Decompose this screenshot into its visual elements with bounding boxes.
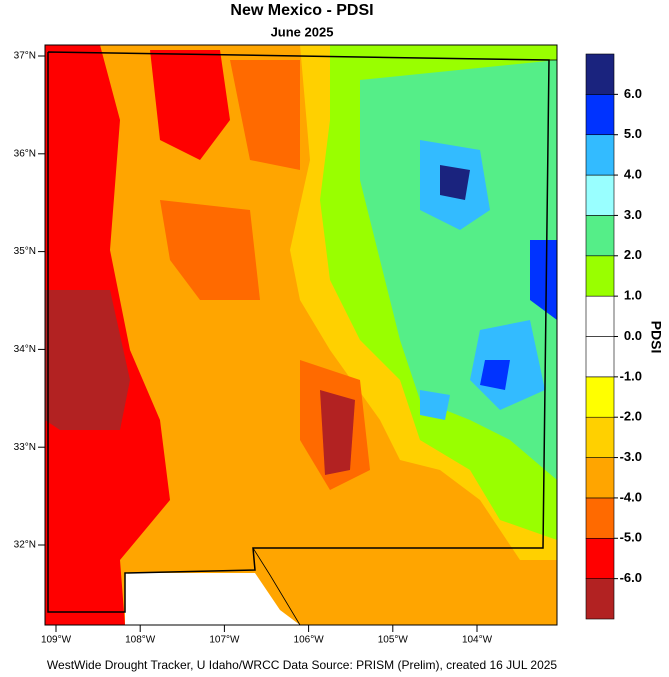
colorbar-label: -2.0 (620, 409, 642, 424)
map-region (530, 240, 557, 320)
colorbar-label: 0.0 (624, 328, 642, 343)
lon-label: 108°W (125, 635, 156, 646)
lat-label: 35°N (14, 246, 36, 257)
map-region (150, 50, 230, 160)
subtitle: June 2025 (271, 24, 334, 39)
map-region (440, 165, 470, 200)
map-region (420, 390, 450, 420)
footer: WestWide Drought Tracker, U Idaho/WRCC D… (47, 658, 558, 672)
colorbar-title: PDSI (648, 321, 664, 354)
lat-label: 32°N (14, 540, 36, 551)
map-region (160, 200, 260, 300)
colorbar-box (585, 537, 615, 579)
colorbar-box (585, 94, 615, 136)
colorbar-box (585, 416, 615, 458)
colorbar-label: -5.0 (620, 530, 642, 545)
lon-label: 106°W (294, 635, 325, 646)
colorbar-box (585, 497, 615, 539)
colorbar-label: 1.0 (624, 288, 642, 303)
lon-label: 107°W (209, 635, 240, 646)
lon-label: 104°W (462, 635, 493, 646)
map-region (480, 360, 510, 390)
colorbar-box (585, 376, 615, 418)
colorbar-box (585, 295, 615, 337)
title: New Mexico - PDSI (230, 2, 373, 19)
colorbar-box (585, 578, 615, 620)
colorbar-box (585, 215, 615, 257)
map-region (320, 390, 355, 475)
lon-label: 105°W (378, 635, 409, 646)
colorbar-label: -1.0 (620, 368, 642, 383)
colorbar-box (585, 336, 615, 378)
colorbar-label: -3.0 (620, 449, 642, 464)
map-region (230, 60, 300, 170)
colorbar-label: -6.0 (620, 570, 642, 585)
colorbar-box (585, 134, 615, 176)
map-raster (45, 45, 557, 625)
lon-label: 109°W (41, 635, 72, 646)
colorbar-label: 6.0 (624, 86, 642, 101)
map-region (45, 290, 130, 430)
colorbar-box (585, 255, 615, 297)
colorbar-label: 2.0 (624, 247, 642, 262)
lat-label: 36°N (14, 148, 36, 159)
state-border (47, 51, 550, 613)
colorbar-label: -4.0 (620, 489, 642, 504)
colorbar-box (585, 174, 615, 216)
colorbar-box (585, 457, 615, 499)
lat-label: 34°N (14, 344, 36, 355)
colorbar-label: 5.0 (624, 126, 642, 141)
colorbar-box (585, 53, 615, 95)
texas-border (252, 547, 301, 626)
lat-label: 33°N (14, 442, 36, 453)
colorbar-label: 4.0 (624, 167, 642, 182)
boundaries (47, 51, 557, 626)
map-frame (44, 44, 558, 626)
mexico-blank (125, 573, 300, 625)
colorbar-label: 3.0 (624, 207, 642, 222)
lat-label: 37°N (14, 51, 36, 62)
